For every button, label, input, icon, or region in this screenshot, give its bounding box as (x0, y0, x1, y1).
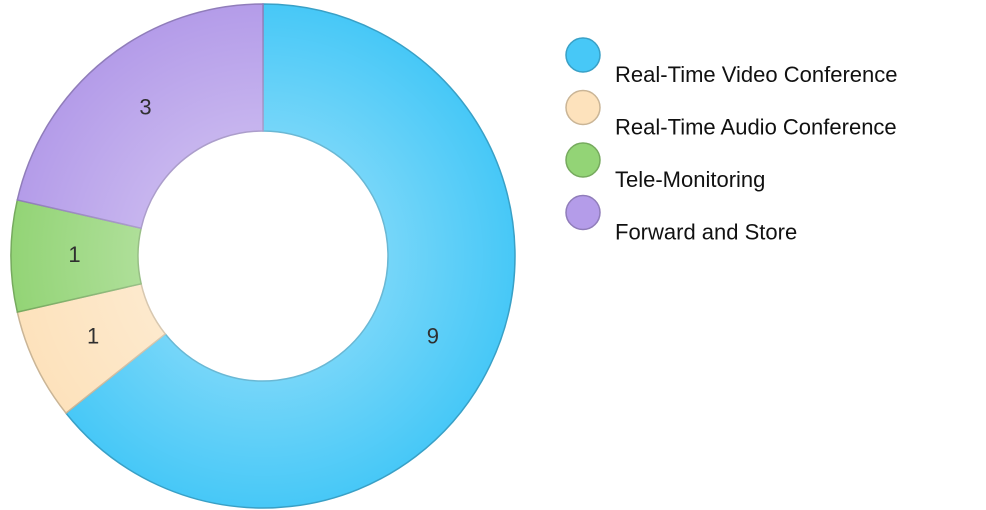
slice-label: 9 (427, 324, 439, 349)
legend-label: Forward and Store (615, 219, 797, 244)
legend-swatch (565, 37, 601, 73)
legend-label: Real-Time Audio Conference (615, 114, 897, 139)
slice-label: 1 (87, 324, 99, 349)
slice-label: 3 (139, 94, 151, 119)
legend-swatch (565, 89, 601, 126)
legend-label: Real-Time Video Conference (615, 62, 897, 87)
legend-swatch (565, 142, 601, 178)
slice-label: 1 (68, 242, 80, 267)
legend-label: Tele-Monitoring (615, 167, 765, 192)
legend-swatch (565, 194, 601, 231)
